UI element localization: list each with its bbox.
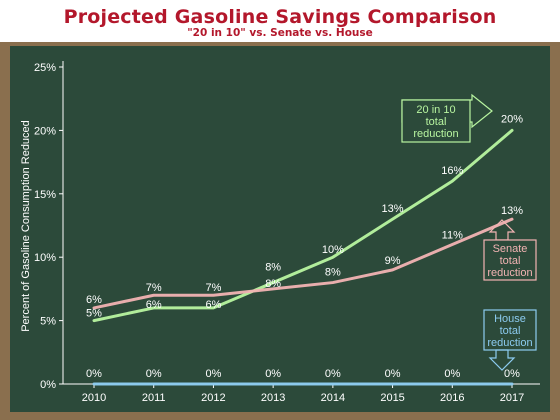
data-label-20in10: 20% [501,113,523,125]
data-label-house: 0% [86,368,102,380]
x-tick-label: 2013 [261,392,285,404]
callout-box [483,309,537,351]
data-label-senate: 13% [501,205,523,217]
data-label-20in10: 16% [441,165,463,177]
arrow-down-icon [488,349,516,371]
x-tick-label: 2015 [380,392,404,404]
data-label-20in10: 5% [86,308,102,320]
y-tick-label: 25% [34,62,56,74]
data-labels: 5% 6% 6% 8% 10% 13% 16% 20% 6% 7% 7% 8% 8% 9% 11% 13% 0%… [86,113,523,380]
data-label-house: 0% [504,368,520,380]
callout-text: reduction [487,267,532,279]
x-tick-label: 2016 [440,392,464,404]
data-label-senate: 8% [325,267,341,279]
callout-text: reduction [413,128,458,140]
data-label-senate: 11% [442,230,463,242]
callout-text: Senate [493,243,528,255]
callout-text: 20 in 10 [416,104,455,116]
chart-title: Projected Gasoline Savings Comparison [63,6,497,28]
callout-text: reduction [487,337,532,349]
series-line-20in10 [92,128,514,323]
data-label-20in10: 6% [205,299,221,311]
y-tick-label: 20% [34,125,56,137]
callout-box [483,239,537,281]
callout-text: House [494,313,526,325]
data-label-senate: 8% [265,278,281,290]
callout-text: total [500,325,521,337]
data-label-house: 0% [444,368,460,380]
x-tick-label: 2011 [142,392,166,404]
data-label-20in10: 8% [265,262,281,274]
data-label-senate: 9% [385,255,401,267]
x-tick-label: 2012 [201,392,225,404]
callout-text: total [426,116,447,128]
chart-subtitle: "20 in 10" vs. Senate vs. House [187,27,373,39]
data-label-20in10: 6% [146,299,162,311]
data-label-house: 0% [265,368,281,380]
data-label-senate: 7% [146,282,162,294]
y-axis-label: Percent of Gasoline Consumption Reduced [20,120,32,332]
data-label-senate: 7% [205,282,221,294]
data-label-house: 0% [325,368,341,380]
data-label-house: 0% [146,368,162,380]
data-label-20in10: 13% [382,203,404,215]
callout-text: total [500,255,521,267]
series-line-senate [92,217,514,310]
data-label-20in10: 10% [322,244,344,256]
data-label-house: 0% [385,368,401,380]
y-tick-label: 5% [40,316,56,328]
series-lines [92,128,514,386]
y-tick-label: 10% [34,252,56,264]
data-label-senate: 6% [86,294,102,306]
callout-box [401,99,471,143]
y-tick-label: 15% [34,189,56,201]
x-tick-label: 2017 [500,392,524,404]
data-label-house: 0% [205,368,221,380]
x-tick-label: 2010 [82,392,106,404]
y-tick-label: 0% [40,379,56,391]
x-tick-label: 2014 [321,392,345,404]
callouts: 20 in 10totalreductionSenatetotalreducti… [401,93,537,371]
